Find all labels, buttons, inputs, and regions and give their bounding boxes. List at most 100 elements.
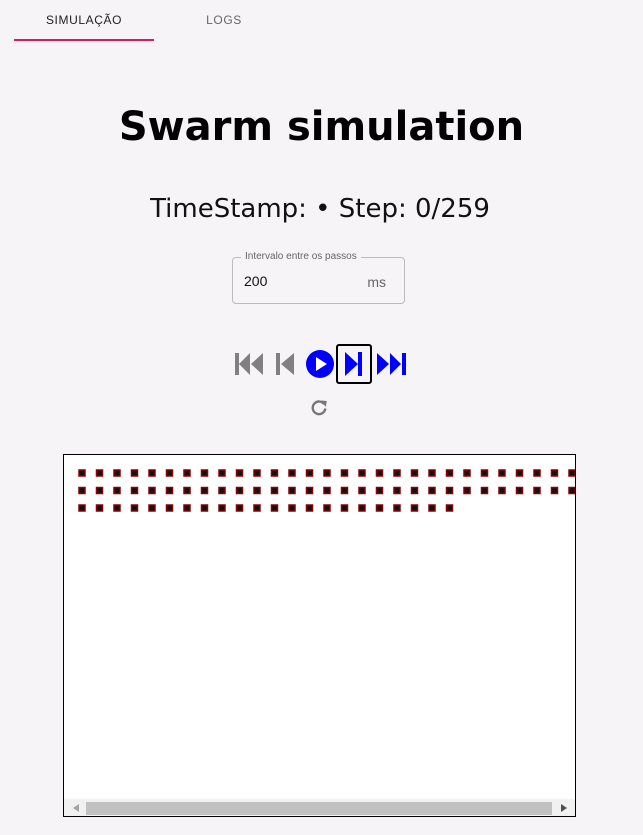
playback-controls — [233, 343, 413, 385]
agent-marker — [463, 486, 471, 495]
agent-marker — [148, 486, 156, 495]
page-title: Swarm simulation — [118, 104, 525, 150]
agent-marker — [113, 469, 121, 477]
agent-marker — [130, 469, 139, 477]
agent-marker — [165, 469, 174, 477]
agent-marker — [480, 486, 489, 495]
agent-marker — [113, 504, 121, 512]
reset-icon — [311, 400, 327, 416]
tab-simulacao-label: SIMULAÇÃO — [45, 13, 123, 27]
triangle-right-icon — [560, 803, 567, 812]
agent-marker — [95, 504, 104, 512]
agent-marker — [253, 504, 261, 512]
agent-marker — [340, 504, 349, 512]
agent-marker — [498, 486, 506, 495]
agent-marker — [358, 504, 366, 512]
agent-marker — [358, 486, 366, 495]
agent-marker — [410, 486, 419, 495]
agent-marker — [305, 486, 314, 495]
agent-marker — [288, 469, 296, 477]
agent-marker — [393, 486, 401, 495]
play-button[interactable] — [303, 343, 337, 385]
scroll-left-arrow[interactable] — [67, 799, 84, 816]
agent-marker — [445, 469, 454, 477]
agent-marker — [200, 469, 209, 477]
agent-marker — [183, 486, 191, 495]
agent-marker — [235, 504, 244, 512]
horizontal-scrollbar[interactable] — [64, 799, 575, 816]
agent-marker — [270, 504, 279, 512]
agent-marker — [445, 486, 454, 495]
scroll-right-arrow[interactable] — [555, 799, 572, 816]
active-tab-indicator — [14, 39, 154, 41]
agent-marker — [270, 469, 279, 477]
skip-to-end-button[interactable] — [375, 343, 407, 385]
agent-marker — [95, 469, 104, 477]
agent-marker — [218, 504, 226, 512]
agent-marker — [130, 504, 139, 512]
agent-marker — [305, 469, 314, 477]
agent-marker — [410, 469, 419, 477]
agent-marker — [165, 486, 174, 495]
agent-marker — [568, 486, 575, 495]
simulation-canvas[interactable] — [63, 454, 576, 817]
agent-marker — [375, 504, 384, 512]
tab-logs[interactable]: LOGS — [154, 0, 294, 40]
agent-marker — [113, 486, 121, 495]
interval-unit: ms — [367, 274, 386, 290]
agent-marker — [340, 486, 349, 495]
interval-field: Intervalo entre os passos ms — [232, 251, 405, 304]
agent-marker — [218, 469, 226, 477]
agent-marker — [480, 469, 489, 477]
reset-button[interactable] — [308, 397, 330, 419]
agent-marker — [183, 469, 191, 477]
agent-marker — [148, 504, 156, 512]
interval-input[interactable] — [244, 273, 344, 289]
agent-marker — [375, 469, 384, 477]
skip-to-start-button[interactable] — [233, 343, 267, 385]
agent-marker — [533, 469, 541, 477]
agent-marker — [288, 504, 296, 512]
agent-marker — [270, 486, 279, 495]
agent-marker — [253, 486, 261, 495]
agent-marker — [148, 469, 156, 477]
step-status: TimeStamp: • Step: 0/259 — [150, 194, 490, 224]
agent-marker — [235, 486, 244, 495]
agent-marker — [78, 504, 86, 512]
agent-marker — [323, 486, 331, 495]
agent-marker — [533, 486, 541, 495]
agent-marker — [200, 504, 209, 512]
agent-marker — [218, 486, 226, 495]
step-forward-button[interactable] — [336, 344, 372, 384]
agent-marker — [235, 469, 244, 477]
step-back-icon — [276, 353, 294, 375]
agent-marker — [165, 504, 174, 512]
play-icon — [306, 350, 334, 378]
agent-marker — [340, 469, 349, 477]
agent-marker — [375, 486, 384, 495]
agent-marker — [323, 504, 331, 512]
agent-marker — [393, 469, 401, 477]
agent-marker — [323, 469, 331, 477]
agent-marker — [78, 469, 86, 477]
agent-marker — [445, 504, 454, 512]
step-forward-icon — [345, 352, 362, 376]
agent-marker — [428, 486, 436, 495]
agent-marker — [288, 486, 296, 495]
agent-marker — [200, 486, 209, 495]
agent-marker — [498, 469, 506, 477]
agent-marker — [515, 469, 524, 477]
skip-to-start-icon — [235, 353, 263, 375]
skip-to-end-icon — [377, 353, 406, 375]
step-back-button[interactable] — [273, 343, 297, 385]
agent-marker — [183, 504, 191, 512]
agent-marker — [550, 469, 559, 477]
interval-field-label: Intervalo entre os passos — [241, 251, 361, 262]
tab-simulacao[interactable]: SIMULAÇÃO — [14, 0, 154, 40]
agents-layer — [78, 469, 575, 512]
agent-marker — [358, 469, 366, 477]
agent-marker — [253, 469, 261, 477]
scroll-thumb[interactable] — [86, 802, 552, 815]
agent-marker — [305, 504, 314, 512]
agent-marker — [393, 504, 401, 512]
